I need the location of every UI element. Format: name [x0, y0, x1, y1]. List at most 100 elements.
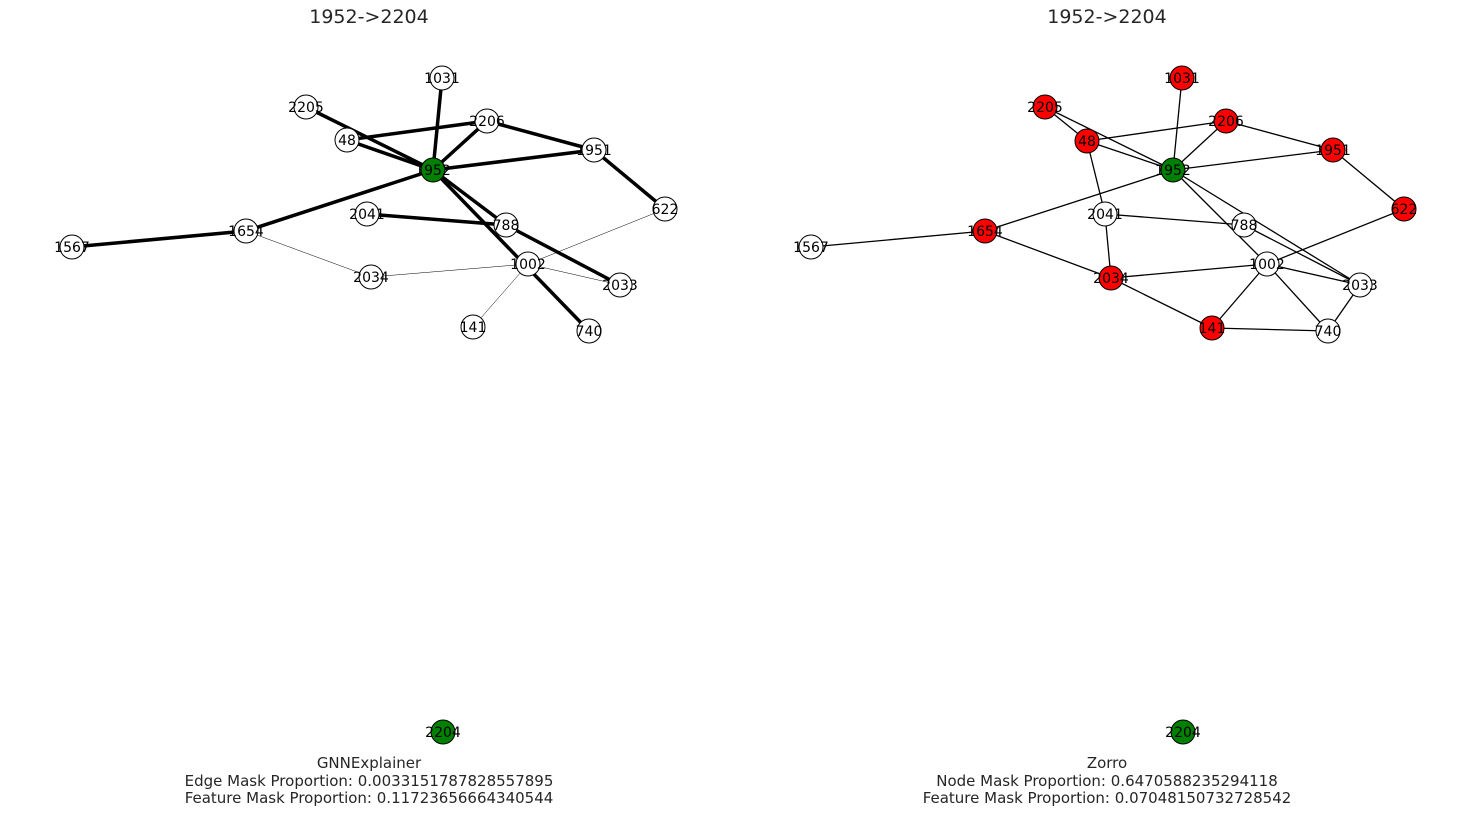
node-circle — [233, 218, 259, 244]
node-label: 141 — [1199, 321, 1226, 337]
node-circle — [420, 157, 446, 183]
zorro-panel: 1952->2204 1031 2205 2206 48 1951 1952 622 2041… — [738, 0, 1476, 817]
node-622: 622 — [652, 196, 679, 222]
method-name: GNNExplainer — [316, 754, 422, 772]
node-circle — [798, 234, 824, 260]
node-2205: 2205 — [288, 94, 324, 120]
edge-1952-2205 — [1044, 106, 1174, 171]
node-1654: 1654 — [967, 218, 1003, 244]
node-circle — [354, 201, 380, 227]
edge-1952-1951 — [1172, 149, 1334, 171]
node-circle — [581, 137, 607, 163]
edge-1002-141 — [472, 263, 529, 328]
node-label: 2033 — [1342, 278, 1378, 294]
node-mask-proportion: Node Mask Proportion: 0.6470588235294118 — [936, 771, 1278, 790]
node-label: 1654 — [967, 224, 1003, 240]
node-circle — [515, 251, 541, 277]
edge-1654-1567 — [71, 229, 247, 249]
node-circle — [972, 218, 998, 244]
node-circle — [429, 65, 455, 91]
edge-1002-2033 — [1266, 263, 1361, 286]
node-circle — [1199, 315, 1225, 341]
method-name: Zorro — [1086, 754, 1128, 772]
edge-788-2033 — [1243, 224, 1361, 286]
node-circle — [293, 94, 319, 120]
node-2041: 2041 — [349, 201, 385, 227]
edge-1952-1002 — [1172, 169, 1268, 265]
node-1952: 1952 — [415, 157, 451, 183]
edge-1002-740 — [1266, 263, 1329, 332]
node-label: 1951 — [1315, 143, 1351, 159]
node-label: 2205 — [288, 100, 324, 116]
feature-mask-proportion: Feature Mask Proportion: 0.1172365666434… — [184, 789, 554, 807]
node-circle — [1160, 157, 1186, 183]
node-2206: 2206 — [1208, 108, 1244, 134]
edge-48-2041 — [1086, 140, 1106, 215]
node-label: 1952 — [1155, 163, 1191, 179]
edge-2034-141 — [1110, 277, 1213, 329]
edge-1952-1654 — [245, 168, 434, 233]
node-circle — [652, 196, 678, 222]
edge-1952-788 — [431, 168, 508, 227]
node-label: 1031 — [424, 71, 460, 87]
node-141: 141 — [460, 314, 487, 340]
node-label: 2205 — [1027, 100, 1063, 116]
node-740: 740 — [1315, 318, 1342, 344]
node-label: 141 — [460, 320, 487, 336]
node-label: 622 — [652, 202, 679, 218]
panel-title: 1952->2204 — [309, 6, 429, 28]
edge-2041-788 — [366, 212, 507, 227]
node-label: 1002 — [510, 257, 546, 273]
edge-1654-2034 — [984, 230, 1112, 279]
node-circle — [334, 127, 360, 153]
gnnexplainer-panel: 1952->2204 1031 2205 2206 48 1951 1952 622 2041… — [0, 6, 738, 808]
node-circle — [1315, 318, 1341, 344]
node-1002: 1002 — [1249, 251, 1285, 277]
node-circle — [474, 108, 500, 134]
edge-48-2206 — [1086, 120, 1227, 142]
node-circle — [1347, 272, 1373, 298]
node-1567: 1567 — [54, 234, 90, 260]
node-2033: 2033 — [602, 272, 638, 298]
edge-2034-1002 — [1110, 263, 1268, 279]
graph-zorro: 1031 2205 2206 48 1951 1952 622 2041 788 1654 1567… — [793, 65, 1417, 745]
node-1002: 1002 — [510, 251, 546, 277]
node-48: 48 — [1074, 128, 1100, 154]
node-1031: 1031 — [1164, 65, 1200, 91]
node-circle — [1391, 196, 1417, 222]
node-label: 2204 — [425, 725, 461, 741]
node-2033: 2033 — [1342, 272, 1378, 298]
edge-1952-1031 — [1172, 77, 1183, 171]
node-label: 2041 — [1087, 207, 1123, 223]
node-label: 740 — [576, 324, 603, 340]
edge-mask-proportion: Edge Mask Proportion: 0.0033151787828557… — [184, 771, 554, 790]
edge-1952-1654 — [984, 169, 1174, 232]
edge-1952-48 — [346, 138, 434, 172]
node-2204: 2204 — [1165, 719, 1201, 745]
edge-1952-740 — [431, 168, 591, 333]
node-label: 48 — [338, 133, 356, 149]
edge-1951-622 — [592, 148, 667, 211]
edge-1952-2033 — [1172, 169, 1361, 286]
node-circle — [430, 719, 456, 745]
node-circle — [1169, 65, 1195, 91]
node-1567: 1567 — [793, 234, 829, 260]
node-circle — [1254, 251, 1280, 277]
node-circle — [1098, 265, 1124, 291]
node-circle — [1074, 128, 1100, 154]
panel-caption: Zorro Node Mask Proportion: 0.6470588235… — [738, 754, 1476, 808]
node-label: 1951 — [576, 143, 612, 159]
node-circle — [493, 212, 519, 238]
node-circle — [1213, 108, 1239, 134]
edge-1002-141 — [1211, 263, 1268, 329]
node-label: 740 — [1315, 324, 1342, 340]
edge-1654-1567 — [810, 230, 986, 248]
panel-caption: GNNExplainer Edge Mask Proportion: 0.003… — [0, 754, 738, 808]
node-1951: 1951 — [576, 137, 612, 163]
node-label: 2034 — [353, 270, 389, 286]
node-2034: 2034 — [353, 264, 389, 290]
node-141: 141 — [1199, 315, 1226, 341]
node-2041: 2041 — [1087, 201, 1123, 227]
node-label: 788 — [493, 218, 520, 234]
node-label: 48 — [1078, 134, 1096, 150]
